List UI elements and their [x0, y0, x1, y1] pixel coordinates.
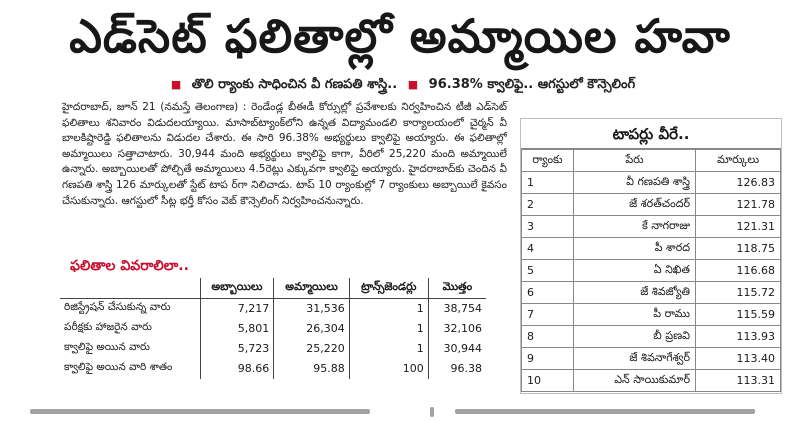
results-stats-table: అబ్బాయిలు అమ్మాయిలు ట్రాన్స్‌జెండర్లు మొ… — [60, 278, 486, 379]
toppers-table: ర్యాంకు పేరు మార్కులు 1 వీ గణపతి శాస్త్రి… — [521, 149, 781, 392]
toppers-box: టాపర్లు వీరే.. ర్యాంకు పేరు మార్కులు 1 వీ… — [520, 118, 782, 394]
bullet-icon: ■ — [170, 78, 182, 91]
topper-name: ఏ నిఖిత — [573, 259, 696, 282]
toppers-header-marks: మార్కులు — [695, 149, 781, 172]
topper-marks: 121.31 — [695, 215, 781, 238]
stats-cell: 1 — [348, 318, 429, 339]
stats-cell: 1 — [348, 338, 429, 359]
stats-cell: 38,754 — [427, 298, 486, 319]
table-row: 3 కే నాగరాజు 121.31 — [521, 215, 781, 238]
stats-cell: 95.88 — [273, 358, 350, 379]
stats-cell: 7,217 — [199, 298, 274, 319]
topper-marks: 113.93 — [695, 325, 781, 348]
table-row: పరీక్షకు హాజరైన వారు 5,801 26,304 1 32,1… — [60, 318, 486, 339]
column-divider — [430, 407, 434, 417]
topper-name: జే శివనాగేశ్వర్ — [573, 347, 696, 370]
bullet-icon: ■ — [407, 78, 419, 91]
topper-rank: 3 — [521, 215, 574, 238]
stats-cell: 96.38 — [427, 358, 486, 379]
topper-name: జే శరత్‌చందర్ — [573, 193, 696, 216]
article-body: హైదరాబాద్, జూన్ 21 (నమస్తే తెలంగాణ) : రె… — [62, 101, 507, 207]
table-row: 10 ఎన్ సాయికుమార్ 113.31 — [521, 369, 781, 392]
topper-marks: 118.75 — [695, 237, 781, 260]
table-row: క్వాలిఫై అయిన వారి శాతం 98.66 95.88 100 … — [60, 358, 486, 379]
topper-marks: 121.78 — [695, 193, 781, 216]
topper-rank: 9 — [521, 347, 574, 370]
headline: ఎడ్‌సెట్ ఫలితాల్లో అమ్మాయిల హవా — [69, 9, 731, 63]
table-row: క్వాలిఫై అయిన వారు 5,723 25,220 1 30,944 — [60, 338, 486, 359]
stats-cell: 98.66 — [199, 358, 274, 379]
table-row: 1 వీ గణపతి శాస్త్రి 126.83 — [521, 171, 781, 194]
topper-marks: 116.68 — [695, 259, 781, 282]
table-row: రిజిస్ట్రేషన్ చేసుకున్న వారు 7,217 31,53… — [60, 298, 486, 319]
table-row: 7 పీ రాము 115.59 — [521, 303, 781, 326]
stats-cell: 5,801 — [199, 318, 274, 339]
topper-name: పీ శారద — [573, 237, 696, 260]
topper-name: వీ గణపతి శాస్త్రి — [573, 171, 696, 194]
stats-header-boys: అబ్బాయిలు — [199, 278, 274, 299]
stats-cell: 25,220 — [273, 338, 350, 359]
topper-marks: 113.40 — [695, 347, 781, 370]
topper-marks: 115.72 — [695, 281, 781, 304]
stats-row-label: క్వాలిఫై అయిన వారు — [64, 341, 150, 353]
table-row: 2 జే శరత్‌చందర్ 121.78 — [521, 193, 781, 216]
stats-cell: 5,723 — [199, 338, 274, 359]
stats-cell: 26,304 — [273, 318, 350, 339]
stats-row-label: పరీక్షకు హాజరైన వారు — [64, 321, 152, 333]
toppers-title: టాపర్లు వీరే.. — [521, 119, 781, 149]
topper-marks: 113.31 — [695, 369, 781, 392]
topper-rank: 5 — [521, 259, 574, 282]
topper-name: జే శివజ్యోతి — [573, 281, 696, 304]
topper-rank: 2 — [521, 193, 574, 216]
topper-rank: 8 — [521, 325, 574, 348]
table-row: 9 జే శివనాగేశ్వర్ 113.40 — [521, 347, 781, 370]
stats-row-label: క్వాలిఫై అయిన వారి శాతం — [64, 361, 173, 373]
toppers-header-rank: ర్యాంకు — [521, 149, 574, 172]
text-fragment — [30, 409, 370, 414]
topper-rank: 4 — [521, 237, 574, 260]
topper-rank: 10 — [521, 369, 574, 392]
subhead-item-qualified: 96.38% క్వాలిఫై.. ఆగస్టులో కౌన్సెలింగ్ — [428, 77, 636, 92]
toppers-header-name: పేరు — [573, 149, 696, 172]
stats-cell: 31,536 — [273, 298, 350, 319]
topper-name: ఎన్ సాయికుమార్ — [573, 369, 696, 392]
stats-cell: 32,106 — [427, 318, 486, 339]
topper-marks: 115.59 — [695, 303, 781, 326]
topper-rank: 7 — [521, 303, 574, 326]
topper-name: కే నాగరాజు — [573, 215, 696, 238]
subhead-item-first-rank: తొలి ర్యాంకు సాధించిన వీ గణపతి శాస్త్రి.… — [191, 77, 398, 92]
topper-name: పీ రాము — [573, 303, 696, 326]
table-row: 4 పీ శారద 118.75 — [521, 237, 781, 260]
next-article-fragment — [0, 405, 800, 421]
stats-section-title: ఫలితాల వివరాలిలా.. — [70, 258, 189, 274]
table-row: 6 జే శివజ్యోతి 115.72 — [521, 281, 781, 304]
toppers-header-row: ర్యాంకు పేరు మార్కులు — [521, 149, 781, 172]
stats-cell: 100 — [348, 358, 429, 379]
topper-rank: 1 — [521, 171, 574, 194]
topper-marks: 126.83 — [695, 171, 781, 194]
stats-header-transgender: ట్రాన్స్‌జెండర్లు — [348, 278, 429, 299]
table-row: 8 బీ ప్రణవి 113.93 — [521, 325, 781, 348]
topper-rank: 6 — [521, 281, 574, 304]
stats-cell: 30,944 — [427, 338, 486, 359]
stats-cell: 1 — [348, 298, 429, 319]
stats-header-total: మొత్తం — [427, 278, 486, 299]
stats-header-girls: అమ్మాయిలు — [273, 278, 350, 299]
stats-header-cell — [60, 278, 200, 299]
text-fragment — [455, 409, 755, 414]
stats-row-label: రిజిస్ట్రేషన్ చేసుకున్న వారు — [64, 301, 171, 314]
stats-header-row: అబ్బాయిలు అమ్మాయిలు ట్రాన్స్‌జెండర్లు మొ… — [60, 278, 486, 299]
subheadline: ■ తొలి ర్యాంకు సాధించిన వీ గణపతి శాస్త్ర… — [0, 76, 800, 94]
topper-name: బీ ప్రణవి — [573, 325, 696, 348]
